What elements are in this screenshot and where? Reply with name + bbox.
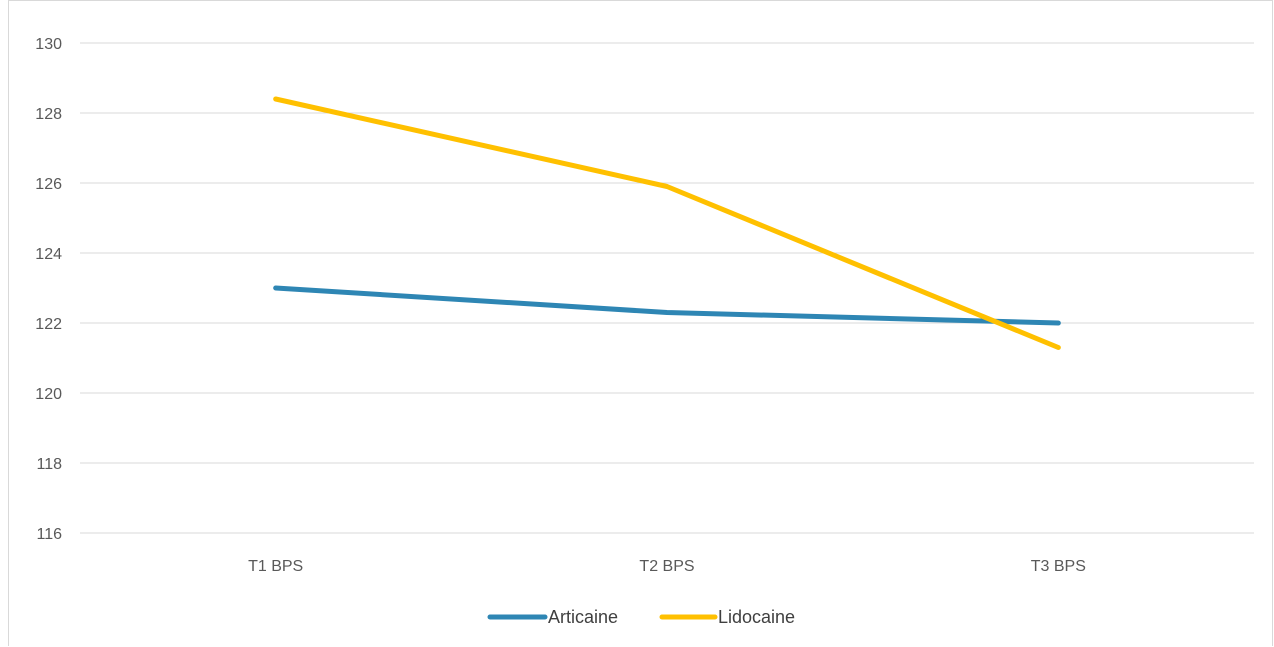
y-tick-label: 116 (36, 526, 62, 543)
series-lines (273, 96, 1061, 350)
y-tick-label: 128 (35, 106, 62, 123)
x-tick-label: T1 BPS (248, 558, 303, 575)
y-tick-label: 120 (35, 386, 62, 403)
legend-item: Lidocaine (659, 607, 795, 627)
legend-label: Articaine (548, 607, 618, 627)
y-tick-label: 118 (36, 456, 62, 473)
chart-frame (8, 0, 1273, 646)
x-axis-ticks: T1 BPS T2 BPS T3 BPS (248, 558, 1086, 575)
legend: Articaine Lidocaine (487, 607, 795, 627)
y-tick-label: 130 (35, 36, 62, 53)
legend-label: Lidocaine (718, 607, 795, 627)
series-line-articaine (273, 285, 1061, 326)
x-tick-label: T3 BPS (1031, 558, 1086, 575)
y-tick-label: 126 (35, 176, 62, 193)
legend-item: Articaine (487, 607, 618, 627)
x-tick-label: T2 BPS (639, 558, 694, 575)
gridlines (80, 42, 1254, 534)
y-axis-ticks: 116 118 120 122 124 126 128 130 (35, 36, 62, 543)
y-tick-label: 122 (35, 316, 62, 333)
y-tick-label: 124 (35, 246, 62, 263)
